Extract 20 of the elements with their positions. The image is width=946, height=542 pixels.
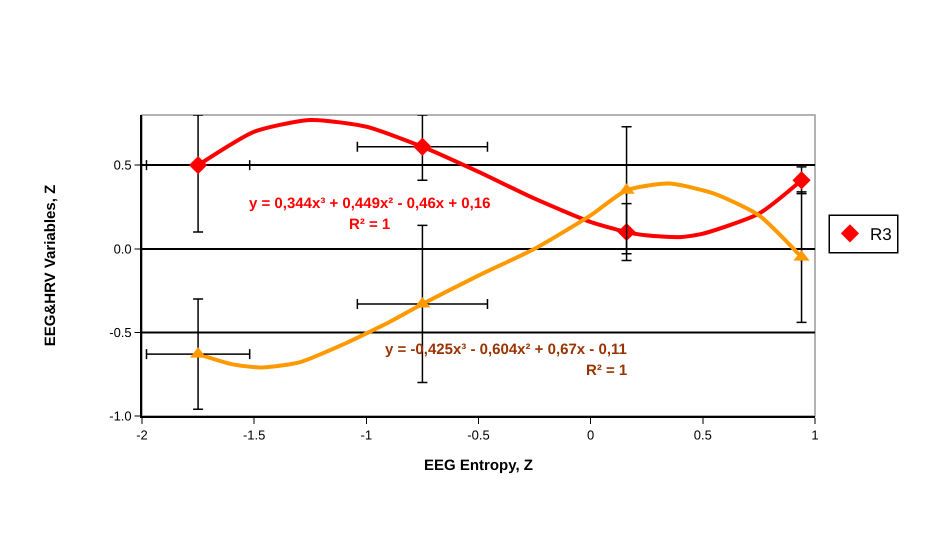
point: [413, 138, 432, 156]
annotation: R² = 1: [586, 362, 628, 379]
annotation: y = 0,344x³ + 0,449x² - 0,46x + 0,16: [249, 195, 490, 212]
x-tick-label: 0.5: [694, 427, 712, 442]
point: [188, 156, 208, 174]
x-tick-label: 0: [587, 427, 594, 442]
x-tick-label: -0.5: [467, 427, 490, 442]
point: [792, 171, 811, 190]
y-tick-label: 0.5: [114, 158, 132, 173]
x-tick-label: 1: [811, 427, 819, 442]
y-axis-title: EEG&HRV Variables, Z: [42, 184, 59, 346]
y-tick-label: -1.0: [109, 408, 132, 424]
x-tick-label: -1: [360, 427, 372, 442]
x-tick-label: -2: [136, 427, 148, 442]
annotation: R² = 1: [349, 216, 390, 233]
x-tick-label: -1.5: [242, 427, 266, 442]
legend-label: R3: [870, 225, 892, 244]
y-tick-label: -0.5: [109, 324, 132, 340]
y-tick-label: 0.0: [114, 241, 132, 256]
x-axis-title: EEG Entropy, Z: [424, 456, 533, 474]
